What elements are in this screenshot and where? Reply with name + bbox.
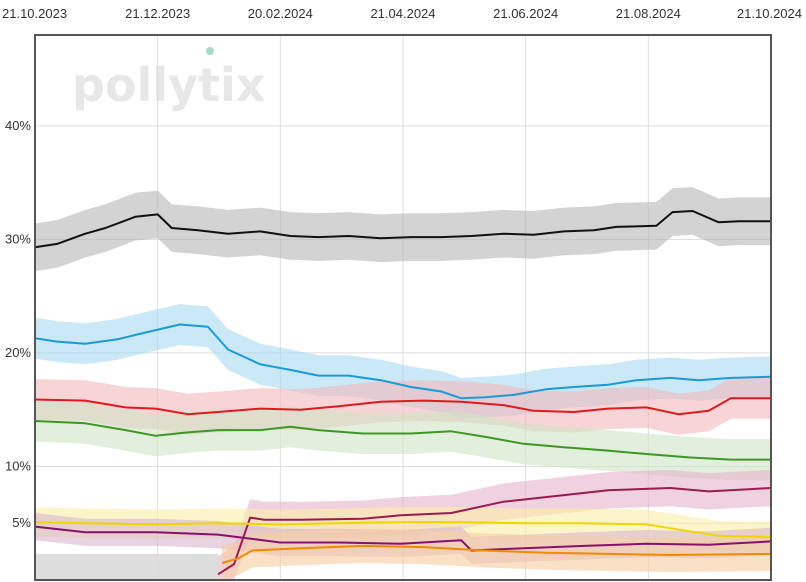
series-8-area <box>35 553 218 580</box>
logo-text: pollytix <box>72 58 265 112</box>
series-3-band <box>35 400 771 481</box>
logo-dot-icon <box>206 47 214 55</box>
x-tick-label: 21.06.2024 <box>493 6 558 21</box>
series-lines <box>34 210 772 576</box>
x-tick-label: 21.12.2023 <box>125 6 190 21</box>
series-5-line <box>34 521 772 538</box>
series-5-band <box>35 507 771 552</box>
x-tick-label: 21.04.2024 <box>370 6 435 21</box>
confidence-bands <box>35 187 771 580</box>
series-3-line <box>34 420 771 461</box>
y-tick-label: 40% <box>5 118 31 133</box>
y-tick-label: 30% <box>5 231 31 246</box>
series-0-line <box>34 210 771 249</box>
tick-labels: 21.10.2023 21.12.2023 20.02.2024 21.04.2024… <box>2 6 802 530</box>
pollytix-logo: pollytix <box>72 47 265 112</box>
x-tick-label: 21.10.2023 <box>2 6 67 21</box>
series-6-line <box>34 525 772 552</box>
series-7-band <box>222 528 771 580</box>
series-4-line <box>217 487 772 576</box>
series-2-line <box>34 397 771 416</box>
series-1-line <box>34 323 772 400</box>
series-1-band <box>35 304 771 419</box>
y-tick-label: 10% <box>5 458 31 473</box>
x-tick-label: 21.08.2024 <box>616 6 681 21</box>
y-tick-label: 5% <box>12 515 31 530</box>
plot-frame <box>34 34 772 581</box>
x-tick-label: 20.02.2024 <box>248 6 313 21</box>
series-7-line <box>221 544 772 564</box>
series-0-band <box>35 187 771 272</box>
series-4-band <box>218 469 771 580</box>
y-tick-label: 20% <box>5 345 31 360</box>
x-tick-label: 21.10.2024 <box>737 6 802 21</box>
